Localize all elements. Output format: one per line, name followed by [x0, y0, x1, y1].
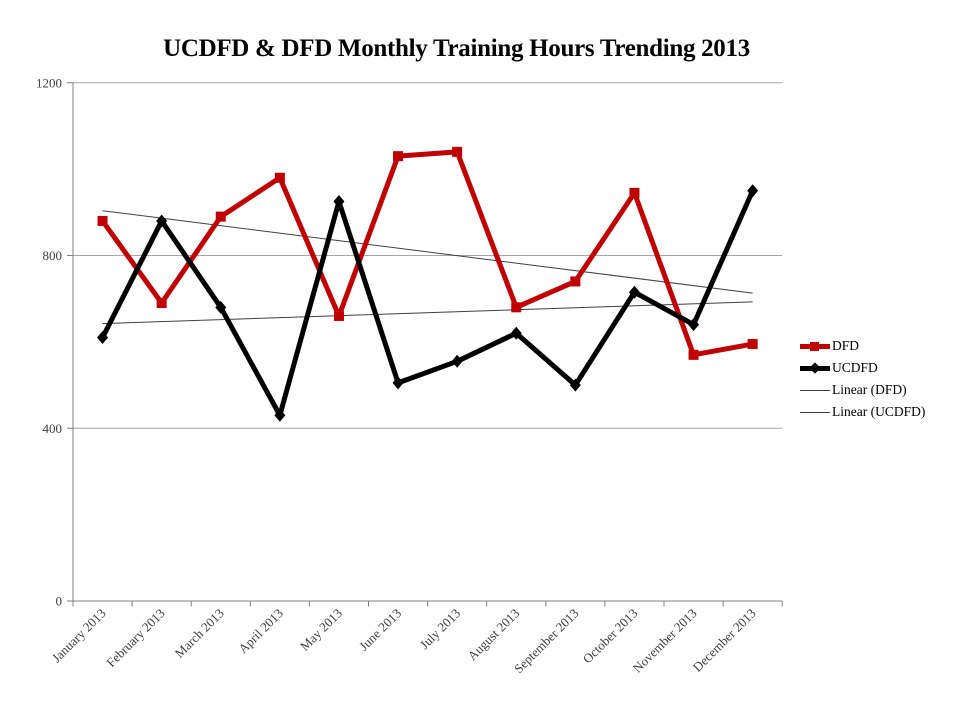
svg-text:August 2013: August 2013 — [465, 606, 523, 664]
ucdfd-series-swatch-icon — [800, 361, 830, 375]
legend-label-dfd: DFD — [832, 338, 860, 353]
trendline-ucdfd — [102, 301, 753, 325]
axes — [67, 82, 783, 607]
linear-dfd-swatch-icon — [800, 383, 830, 397]
svg-text:May 2013: May 2013 — [297, 606, 345, 654]
svg-text:July 2013: July 2013 — [417, 606, 464, 653]
svg-text:March 2013: March 2013 — [172, 606, 227, 661]
legend-label-linear-ucdfd: Linear (UCDFD) — [832, 404, 926, 419]
linear-ucdfd-swatch-icon — [800, 405, 830, 419]
svg-text:June 2013: June 2013 — [356, 606, 404, 654]
legend-item-linear-ucdfd: Linear (UCDFD) — [800, 401, 925, 423]
svg-text:October 2013: October 2013 — [580, 606, 641, 667]
legend-item-ucdfd: UCDFD — [800, 357, 925, 379]
series-ucdfd — [97, 184, 759, 422]
chart-title: UCDFD & DFD Monthly Training Hours Trend… — [163, 35, 750, 62]
trendline-dfd — [102, 210, 753, 294]
chart-legend: DFD UCDFD Linear (DFD) Linear (UCDFD) — [800, 335, 925, 423]
svg-text:400: 400 — [43, 421, 63, 436]
y-tick-labels: 0 400 800 1200 — [36, 75, 62, 608]
svg-text:0: 0 — [56, 594, 63, 609]
trendlines — [102, 210, 753, 325]
svg-text:April 2013: April 2013 — [235, 606, 286, 657]
legend-item-linear-dfd: Linear (DFD) — [800, 379, 925, 401]
dfd-series-swatch-icon — [800, 339, 830, 353]
legend-label-ucdfd: UCDFD — [832, 360, 878, 375]
svg-text:February 2013: February 2013 — [103, 606, 167, 670]
legend-item-dfd: DFD — [800, 335, 925, 357]
svg-text:December 2013: December 2013 — [690, 606, 759, 675]
series-dfd — [97, 146, 758, 360]
legend-label-linear-dfd: Linear (DFD) — [832, 382, 907, 397]
svg-text:1200: 1200 — [36, 75, 62, 90]
y-gridlines — [73, 82, 783, 429]
svg-text:800: 800 — [43, 248, 63, 263]
svg-text:January 2013: January 2013 — [49, 606, 109, 666]
